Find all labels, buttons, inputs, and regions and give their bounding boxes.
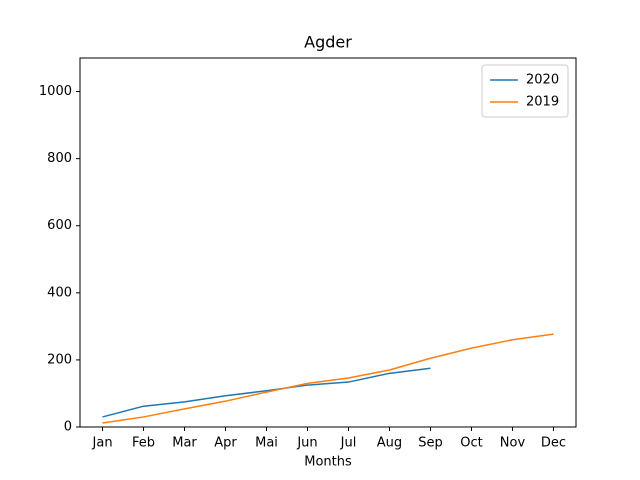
x-tick-label: Feb	[132, 436, 155, 451]
x-tick-label: Jul	[340, 436, 357, 451]
x-tick-label: Jan	[92, 436, 113, 451]
x-tick-label: Mar	[172, 436, 197, 451]
x-tick-label: Sep	[418, 436, 443, 451]
x-tick-label: Oct	[460, 436, 482, 451]
x-axis-label: Months	[304, 455, 352, 470]
legend-label: 2019	[526, 95, 559, 110]
plot-frame	[79, 57, 577, 428]
x-tick-label: Apr	[214, 436, 237, 451]
x-tick-label: Aug	[377, 436, 402, 451]
y-tick-label: 600	[47, 218, 72, 233]
y-tick-label: 400	[47, 285, 72, 300]
line-series	[102, 367, 431, 418]
y-tick-label: 1000	[39, 84, 72, 99]
x-tick-label: Dec	[541, 436, 566, 451]
legend-label: 2020	[526, 73, 559, 88]
legend-box	[481, 64, 569, 118]
chart-title: Agder	[304, 33, 352, 52]
y-tick-label: 0	[64, 420, 72, 435]
x-tick-label: Jun	[296, 436, 317, 451]
y-tick-label: 800	[47, 151, 72, 166]
x-tick-label: Nov	[500, 436, 526, 451]
x-tick-label: Mai	[255, 436, 278, 451]
y-tick-label: 200	[47, 352, 72, 367]
line-series	[102, 333, 554, 424]
